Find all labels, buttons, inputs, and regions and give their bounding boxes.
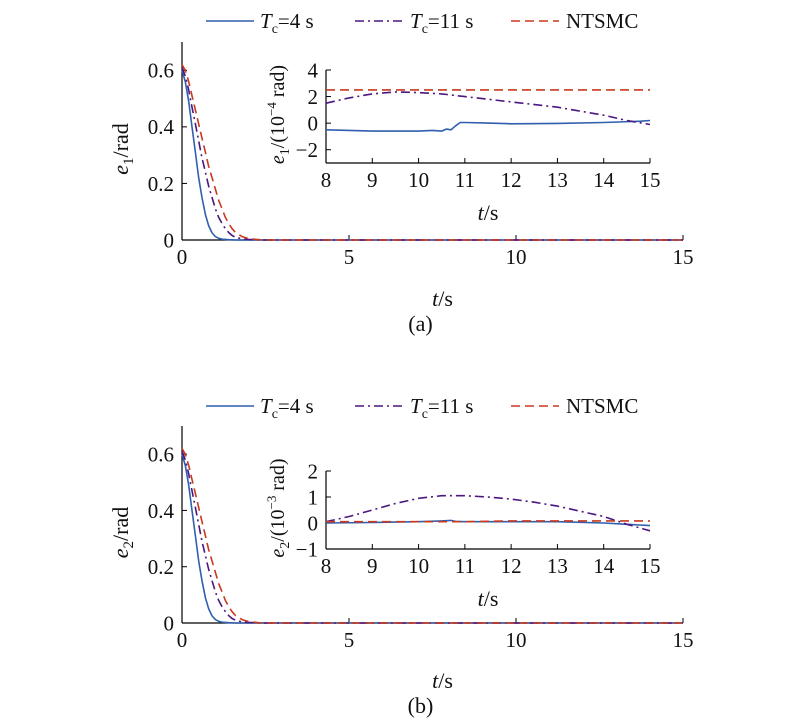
inset-x-tick-label: 13 — [547, 168, 568, 192]
main-x-tick-label: 0 — [177, 628, 188, 652]
inset-y-tick-label: 0 — [308, 111, 319, 135]
legend-label-tc11: Tc=11 s — [410, 9, 473, 37]
inset-y-tick-label: −1 — [296, 537, 318, 561]
main-x-label: t/s — [432, 668, 453, 693]
main-series-tc4 — [181, 453, 683, 624]
legend-label-tc4: Tc=4 s — [260, 9, 314, 37]
legend-label-tc4: Tc=4 s — [260, 394, 314, 422]
inset-y-label: e2/(10−3 rad) — [264, 458, 293, 557]
main-x-tick-label: 5 — [344, 628, 355, 652]
inset-series-ntsmc — [326, 520, 650, 523]
inset-x-tick-label: 12 — [501, 554, 522, 578]
main-y-tick-label: 0.2 — [148, 172, 174, 196]
main-x-tick-label: 15 — [673, 245, 694, 269]
main-y-tick-label: 0.6 — [148, 59, 174, 83]
legend-label-ntsmc: NTSMC — [566, 394, 638, 418]
main-x-tick-label: 10 — [506, 628, 527, 652]
panel-a: 0 5 10 15 0 0.2 0.4 0.6 t/s e1/rad 8 9 10 11 12 13 14 15 −… — [108, 42, 694, 336]
legend-item-tc4: Tc=4 s — [206, 9, 314, 37]
inset-y-tick-label: 4 — [308, 58, 319, 82]
main-series-ntsmc — [181, 448, 683, 624]
main-y-label: e2/rad — [108, 507, 137, 558]
legend-label-tc11: Tc=11 s — [410, 394, 473, 422]
main-x-tick-label: 10 — [506, 245, 527, 269]
inset-x-tick-label: 9 — [367, 554, 378, 578]
legend-item-ntsmc: NTSMC — [511, 9, 638, 33]
inset-x-tick-label: 15 — [640, 168, 661, 192]
inset-x-tick-label: 10 — [408, 554, 429, 578]
main-series-tc4 — [181, 70, 683, 241]
main-y-tick-label: 0 — [164, 611, 175, 635]
inset-plot: 8 9 10 11 12 13 14 15 −2 02 4 t/s e1/(10−4 rad) — [264, 58, 661, 225]
inset-y-tick-label: 2 — [308, 85, 319, 109]
main-x-tick-label: 5 — [344, 245, 355, 269]
main-y-tick-label: 0.2 — [148, 555, 174, 579]
inset-y-label: e1/(10−4 rad) — [264, 65, 293, 164]
inset-series-tc11 — [325, 91, 651, 126]
inset-x-tick-label: 11 — [455, 554, 475, 578]
inset-y-tick-label: 0 — [308, 511, 319, 535]
inset-x-tick-label: 15 — [640, 554, 661, 578]
legend: Tc=4 s Tc=11 s NTSMC — [206, 9, 638, 37]
inset-series-tc11 — [325, 494, 651, 532]
inset-x-tick-label: 14 — [593, 168, 615, 192]
inset-x-tick-label: 9 — [367, 168, 378, 192]
legend-item-tc4: Tc=4 s — [206, 394, 314, 422]
inset-x-tick-label: 12 — [501, 168, 522, 192]
inset-x-tick-label: 8 — [321, 168, 332, 192]
legend-label-ntsmc: NTSMC — [566, 9, 638, 33]
panel-caption: (b) — [408, 693, 434, 718]
main-x-tick-label: 15 — [673, 628, 694, 652]
main-y-label: e1/rad — [108, 123, 137, 174]
main-series-tc11 — [181, 451, 683, 624]
inset-y-tick-label: 2 — [308, 459, 319, 483]
main-series-tc11 — [181, 67, 683, 241]
main-x-tick-label: 0 — [177, 245, 188, 269]
main-y-tick-label: 0.6 — [148, 442, 174, 466]
legend-item-tc11: Tc=11 s — [355, 394, 473, 422]
main-x-label: t/s — [432, 286, 453, 311]
main-series-ntsmc — [181, 64, 683, 241]
inset-x-tick-label: 13 — [547, 554, 568, 578]
inset-x-tick-label: 11 — [455, 168, 475, 192]
inset-y-tick-label: −2 — [296, 138, 318, 162]
inset-x-tick-label: 8 — [321, 554, 332, 578]
main-y-tick-label: 0.4 — [148, 115, 175, 139]
panel-caption: (a) — [408, 311, 432, 336]
inset-x-tick-label: 10 — [408, 168, 429, 192]
legend-item-ntsmc: NTSMC — [511, 394, 638, 418]
main-y-tick-label: 0 — [164, 228, 175, 252]
legend-item-tc11: Tc=11 s — [355, 9, 473, 37]
inset-y-tick-label: 1 — [308, 485, 319, 509]
main-y-tick-label: 0.4 — [148, 499, 175, 523]
inset-x-label: t/s — [478, 586, 499, 611]
inset-x-tick-label: 14 — [593, 554, 615, 578]
inset-series-tc4 — [325, 119, 651, 132]
inset-x-label: t/s — [478, 200, 499, 225]
legend: Tc=4 s Tc=11 s NTSMC — [206, 394, 638, 422]
